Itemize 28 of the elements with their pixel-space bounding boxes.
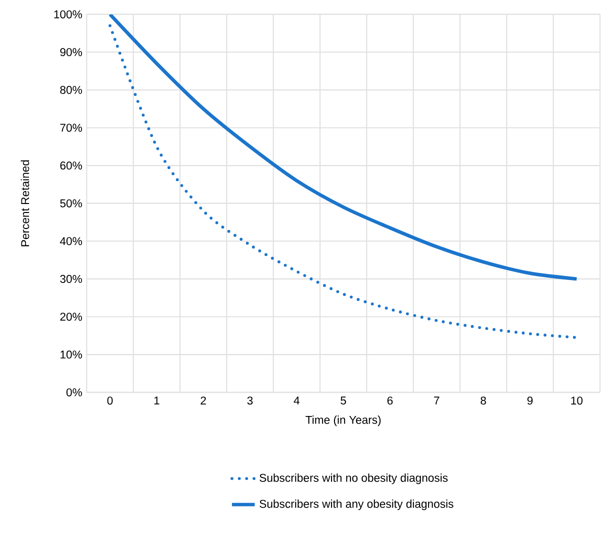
x-tick-label: 2 xyxy=(200,396,206,405)
y-tick-label: 30% xyxy=(60,274,82,283)
y-axis-title: Percent Retained xyxy=(20,160,30,246)
line-series xyxy=(108,14,578,281)
line-series xyxy=(108,24,578,339)
y-tick-label: 20% xyxy=(60,312,82,321)
y-tick-label: 10% xyxy=(60,350,82,359)
x-axis-title: Time (in Years) xyxy=(306,416,381,426)
x-tick-label: 7 xyxy=(434,396,440,404)
y-tick-label: 70% xyxy=(60,124,82,132)
x-tick-label: 8 xyxy=(480,396,486,405)
legend-label: Subscribers with any obesity diagnosis xyxy=(260,500,454,510)
y-tick-label: 40% xyxy=(60,237,82,246)
x-tick-label: 5 xyxy=(340,396,346,405)
x-tick-label: 4 xyxy=(294,396,300,404)
legend-label: Subscribers with no obesity diagnosis xyxy=(260,474,448,484)
y-tick-label: 60% xyxy=(60,162,82,170)
y-tick-label: 80% xyxy=(60,86,82,94)
x-tick-label: 10 xyxy=(571,396,583,405)
y-tick-label: 50% xyxy=(60,199,82,208)
x-tick-label: 0 xyxy=(107,396,113,405)
x-tick-label: 1 xyxy=(154,396,160,404)
y-tick-label: 100% xyxy=(54,10,82,18)
x-tick-label: 6 xyxy=(387,396,393,405)
y-tick-label: 0% xyxy=(66,388,82,396)
x-tick-label: 3 xyxy=(247,396,253,405)
y-tick-label: 90% xyxy=(60,48,82,56)
x-tick-label: 9 xyxy=(527,396,533,405)
